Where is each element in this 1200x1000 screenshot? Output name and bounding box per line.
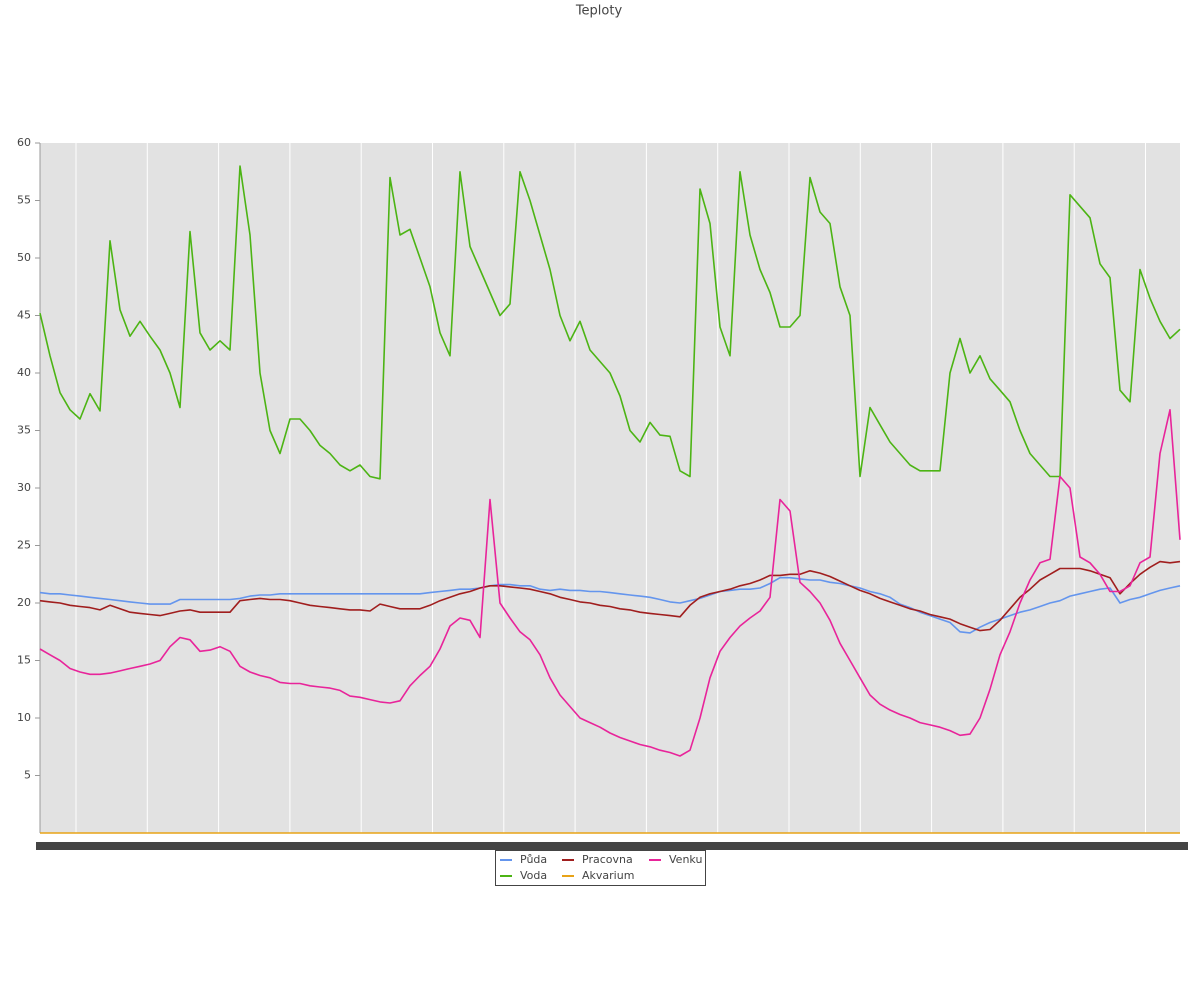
series-line (39, 576, 1181, 634)
legend-label: Venku (669, 853, 702, 866)
y-tick-label: 60 (17, 136, 31, 149)
legend-label: Půda (520, 853, 547, 866)
series-line (39, 560, 1181, 632)
y-tick-label: 10 (17, 711, 31, 724)
legend (495, 850, 706, 886)
y-tick-label: 20 (17, 596, 31, 609)
y-tick-label: 25 (17, 539, 31, 552)
series-line (39, 165, 1181, 480)
y-tick-label: 45 (17, 309, 31, 322)
y-tick-label: 30 (17, 481, 31, 494)
y-tick-label: 15 (17, 654, 31, 667)
y-tick-label: 5 (24, 769, 31, 782)
y-tick-label: 55 (17, 194, 31, 207)
y-tick-label: 50 (17, 251, 31, 264)
y-tick-label: 35 (17, 424, 31, 437)
chart-title: Teploty (575, 4, 623, 19)
series-line (39, 409, 1181, 757)
plot-area (40, 143, 1180, 833)
legend-label: Pracovna (582, 853, 633, 866)
legend-label: Akvarium (582, 869, 634, 882)
legend-label: Voda (520, 869, 547, 882)
y-tick-label: 40 (17, 366, 31, 379)
x-axis-labels-band (36, 842, 1188, 850)
